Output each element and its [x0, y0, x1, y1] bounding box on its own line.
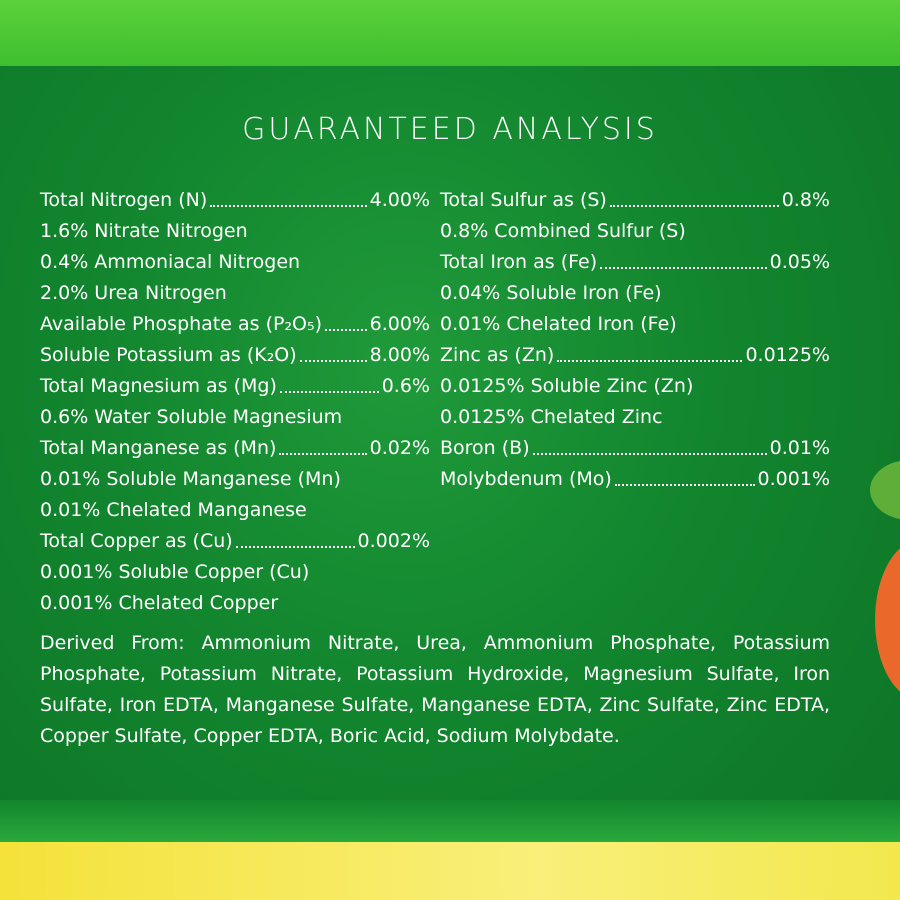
row-label: Molybdenum (Mo)	[440, 468, 612, 490]
row-text: 0.001% Chelated Copper	[40, 592, 279, 614]
dot-leader	[279, 433, 367, 455]
row-label: Total Copper as (Cu)	[40, 530, 233, 552]
dot-leader	[614, 464, 755, 486]
row-text: 0.01% Chelated Manganese	[40, 499, 307, 521]
analysis-row: 0.01% Chelated Iron (Fe)	[440, 309, 830, 340]
analysis-row: 0.001% Chelated Copper	[40, 588, 430, 619]
analysis-row: 2.0% Urea Nitrogen	[40, 278, 430, 309]
row-label: Total Manganese as (Mn)	[40, 437, 277, 459]
row-label: Soluble Potassium as (K₂O)	[40, 344, 297, 366]
row-label: Total Iron as (Fe)	[440, 251, 598, 273]
dot-leader	[609, 185, 779, 207]
analysis-row: 0.001% Soluble Copper (Cu)	[40, 557, 430, 588]
analysis-row: 0.0125% Soluble Zinc (Zn)	[440, 371, 830, 402]
dot-leader	[299, 340, 367, 362]
dot-leader	[325, 309, 367, 331]
analysis-row: 0.01% Chelated Manganese	[40, 495, 430, 526]
left-column: Total Nitrogen (N) 4.00% 1.6% Nitrate Nitr…	[40, 185, 430, 619]
row-text: 0.001% Soluble Copper (Cu)	[40, 561, 310, 583]
dot-leader	[532, 433, 767, 455]
row-value: 0.05%	[769, 251, 830, 273]
row-text: 1.6% Nitrate Nitrogen	[40, 220, 248, 242]
row-label: Boron (B)	[440, 437, 530, 459]
analysis-row: Total Copper as (Cu) 0.002%	[40, 526, 430, 557]
row-text: 0.8% Combined Sulfur (S)	[440, 220, 686, 242]
row-text: 0.0125% Chelated Zinc	[440, 406, 663, 428]
row-label: Zinc as (Zn)	[440, 344, 555, 366]
row-label: Total Magnesium as (Mg)	[40, 375, 277, 397]
bottom-band	[0, 842, 900, 900]
dot-leader	[235, 526, 355, 548]
top-band	[0, 0, 900, 66]
analysis-row: 0.8% Combined Sulfur (S)	[440, 216, 830, 247]
row-text: 0.04% Soluble Iron (Fe)	[440, 282, 662, 304]
row-label: Total Nitrogen (N)	[40, 189, 208, 211]
analysis-row: Zinc as (Zn) 0.0125%	[440, 340, 830, 371]
analysis-row: Total Nitrogen (N) 4.00%	[40, 185, 430, 216]
analysis-row: 0.04% Soluble Iron (Fe)	[440, 278, 830, 309]
analysis-row: 0.4% Ammoniacal Nitrogen	[40, 247, 430, 278]
dot-leader	[557, 340, 743, 362]
row-value: 4.00%	[369, 189, 430, 211]
row-text: 0.4% Ammoniacal Nitrogen	[40, 251, 301, 273]
dot-leader	[600, 247, 767, 269]
title: GUARANTEED ANALYSIS	[242, 112, 658, 147]
row-value: 0.01%	[769, 437, 830, 459]
row-value: 6.00%	[369, 313, 430, 335]
analysis-row: 0.01% Soluble Manganese (Mn)	[40, 464, 430, 495]
row-text: 0.01% Soluble Manganese (Mn)	[40, 468, 341, 490]
analysis-row: Boron (B) 0.01%	[440, 433, 830, 464]
row-value: 0.002%	[357, 530, 430, 552]
row-value: 0.6%	[381, 375, 430, 397]
analysis-row: Molybdenum (Mo) 0.001%	[440, 464, 830, 495]
analysis-row: Total Iron as (Fe) 0.05%	[440, 247, 830, 278]
right-column: Total Sulfur as (S) 0.8% 0.8% Combined Sul…	[440, 185, 830, 495]
analysis-row: Available Phosphate as (P₂O₅) 6.00%	[40, 309, 430, 340]
dot-leader	[210, 185, 367, 207]
analysis-row: Total Sulfur as (S) 0.8%	[440, 185, 830, 216]
analysis-row: Total Magnesium as (Mg) 0.6%	[40, 371, 430, 402]
row-label: Total Sulfur as (S)	[440, 189, 607, 211]
dot-leader	[279, 371, 379, 393]
row-text: 0.6% Water Soluble Magnesium	[40, 406, 343, 428]
row-value: 0.8%	[781, 189, 830, 211]
row-text: 0.01% Chelated Iron (Fe)	[440, 313, 677, 335]
row-text: 2.0% Urea Nitrogen	[40, 282, 227, 304]
analysis-row: 1.6% Nitrate Nitrogen	[40, 216, 430, 247]
row-value: 0.001%	[757, 468, 830, 490]
analysis-row: 0.6% Water Soluble Magnesium	[40, 402, 430, 433]
row-value: 8.00%	[369, 344, 430, 366]
lower-band	[0, 800, 900, 842]
leaf-decoration	[870, 460, 900, 692]
row-label: Available Phosphate as (P₂O₅)	[40, 313, 323, 335]
row-value: 0.02%	[369, 437, 430, 459]
analysis-row: Total Manganese as (Mn) 0.02%	[40, 433, 430, 464]
analysis-row: Soluble Potassium as (K₂O) 8.00%	[40, 340, 430, 371]
analysis-row: 0.0125% Chelated Zinc	[440, 402, 830, 433]
derived-from: Derived From: Ammonium Nitrate, Urea, Am…	[40, 632, 830, 747]
row-text: 0.0125% Soluble Zinc (Zn)	[440, 375, 694, 397]
row-value: 0.0125%	[745, 344, 830, 366]
